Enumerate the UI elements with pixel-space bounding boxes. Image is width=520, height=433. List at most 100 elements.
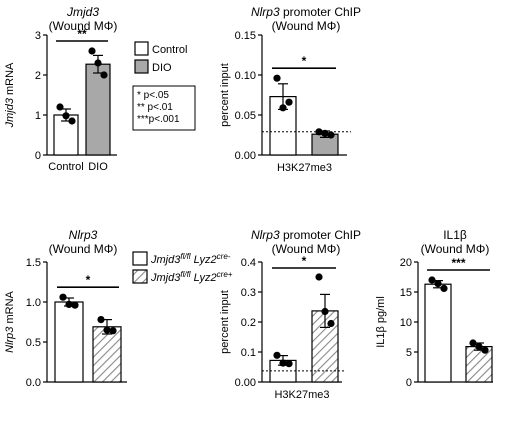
data-point: [481, 346, 489, 354]
y-axis-label: percent input: [219, 63, 231, 127]
y-tick-label: 0.3: [241, 287, 256, 299]
panel-subtitle: (Wound MΦ): [272, 242, 341, 256]
y-tick-label: 0: [406, 377, 412, 389]
legend-gene: Lyz2: [191, 254, 217, 266]
legend-swatch: [132, 251, 148, 266]
y-axis-label-text: IL1β pg/ml: [375, 296, 387, 348]
data-point: [100, 71, 108, 79]
panel-title: Nlrp3 promoter ChIP: [251, 228, 361, 242]
legend-swatch: [134, 59, 149, 74]
data-point: [62, 112, 70, 120]
data-point: [321, 129, 329, 137]
panel-title: Nlrp3: [69, 228, 98, 242]
legend: Control DIO: [134, 41, 187, 74]
y-axis-label: IL1β pg/ml: [375, 296, 387, 348]
y-axis-label-gene: Jmjd3: [4, 97, 16, 128]
y-axis-label-gene: Nlrp3: [4, 326, 16, 353]
data-point: [59, 293, 67, 301]
bar-1: [54, 301, 84, 383]
x-axis-label: H3K27me3: [274, 389, 329, 401]
data-point: [273, 351, 281, 359]
y-tick-label: 0.05: [235, 110, 256, 122]
y-axis-label-text: percent input: [219, 63, 231, 127]
x-category-label: Control: [48, 161, 83, 173]
data-point: [469, 339, 477, 347]
data-point: [71, 301, 79, 309]
pvalue-note: * p<.05** p<.01***p<.001: [132, 85, 196, 131]
legend-superscript: cre+: [217, 270, 233, 279]
y-tick-label: 3: [35, 30, 41, 42]
y-tick-label: 0.00: [235, 150, 256, 162]
panel-title-text: promoter ChIP: [280, 228, 361, 242]
legend-superscript: fl/fl: [180, 252, 190, 261]
pvalue-note-line: ** p<.01: [137, 102, 173, 113]
y-tick-label: 0: [35, 150, 41, 162]
y-tick-label: 10: [400, 317, 412, 329]
data-point: [56, 103, 64, 111]
y-tick-label: 15: [400, 287, 412, 299]
y-tick-label: 0.4: [241, 257, 256, 269]
panel-title: IL1β: [443, 228, 467, 242]
pvalue-note-line: ***p<.001: [137, 114, 180, 125]
data-point: [428, 276, 436, 284]
legend-swatch: [132, 269, 148, 284]
legend-gene: Jmjd3: [150, 272, 181, 284]
y-axis-label: percent input: [219, 290, 231, 354]
y-axis-label-text: mRNA: [4, 290, 16, 326]
panel-title-text: promoter ChIP: [280, 5, 361, 19]
data-point: [327, 319, 335, 328]
y-axis-label-text: percent input: [219, 290, 231, 354]
significance-label: ***: [451, 256, 465, 270]
y-tick-label: 0.1: [241, 347, 256, 359]
panel-e: IL1β(Wound MΦ) 0 5 10 15 20 IL1β pg/ml ***: [375, 228, 493, 389]
panel-title: Jmjd3: [66, 5, 99, 19]
data-point: [273, 74, 281, 82]
y-axis-label: Jmjd3 mRNA: [4, 62, 16, 128]
significance-label: *: [86, 273, 91, 287]
data-point: [475, 343, 483, 351]
y-tick-label: 20: [400, 257, 412, 269]
data-point: [94, 59, 102, 67]
y-axis-label-text: mRNA: [4, 62, 16, 98]
panel-title-gene: Nlrp3: [69, 228, 98, 242]
pvalue-note-box: [132, 85, 196, 131]
panel-subtitle: (Wound MΦ): [49, 19, 118, 33]
panel-subtitle: (Wound MΦ): [49, 242, 118, 256]
legend-swatch: [134, 41, 149, 56]
panel-subtitle: (Wound MΦ): [272, 19, 341, 33]
legend-gene: Lyz2: [191, 272, 217, 284]
data-point: [440, 284, 448, 292]
y-tick-label: 1.5: [26, 257, 41, 269]
y-tick-label: 0.10: [235, 70, 256, 82]
data-point: [327, 131, 335, 139]
panel-d: Nlrp3 promoter ChIP(Wound MΦ) 0.00 0.1 0.2 0…: [219, 228, 361, 401]
significance-label: *: [302, 54, 307, 68]
data-point: [68, 117, 76, 125]
data-point: [88, 47, 96, 55]
y-tick-label: 2: [35, 70, 41, 82]
y-tick-label: 0.0: [26, 377, 41, 389]
panel-title: Nlrp3 promoter ChIP: [251, 5, 361, 19]
panel-title-gene: Nlrp3: [251, 5, 280, 19]
x-axis-label: H3K27me3: [277, 162, 332, 174]
data-point: [285, 360, 293, 368]
panel-title-gene: Nlrp3: [251, 228, 280, 242]
y-axis-label: Nlrp3 mRNA: [4, 290, 16, 352]
data-point: [321, 307, 329, 316]
data-point: [97, 316, 105, 324]
legend-gene: Jmjd3: [150, 254, 181, 266]
data-point: [434, 280, 442, 288]
significance-label: **: [77, 27, 87, 41]
bar-2: [85, 63, 111, 156]
data-point: [315, 273, 323, 281]
legend-superscript: fl/fl: [180, 270, 190, 279]
significance-label: *: [302, 254, 307, 268]
y-tick-label: 1.0: [26, 297, 41, 309]
y-tick-label: 5: [406, 347, 412, 359]
y-tick-label: 0.5: [26, 337, 41, 349]
legend: Jmjd3fl/fl Lyz2cre-Jmjd3fl/fl Lyz2cre+: [132, 251, 233, 284]
